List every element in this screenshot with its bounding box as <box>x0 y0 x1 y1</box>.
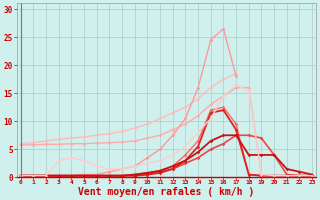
X-axis label: Vent moyen/en rafales ( km/h ): Vent moyen/en rafales ( km/h ) <box>78 187 254 197</box>
